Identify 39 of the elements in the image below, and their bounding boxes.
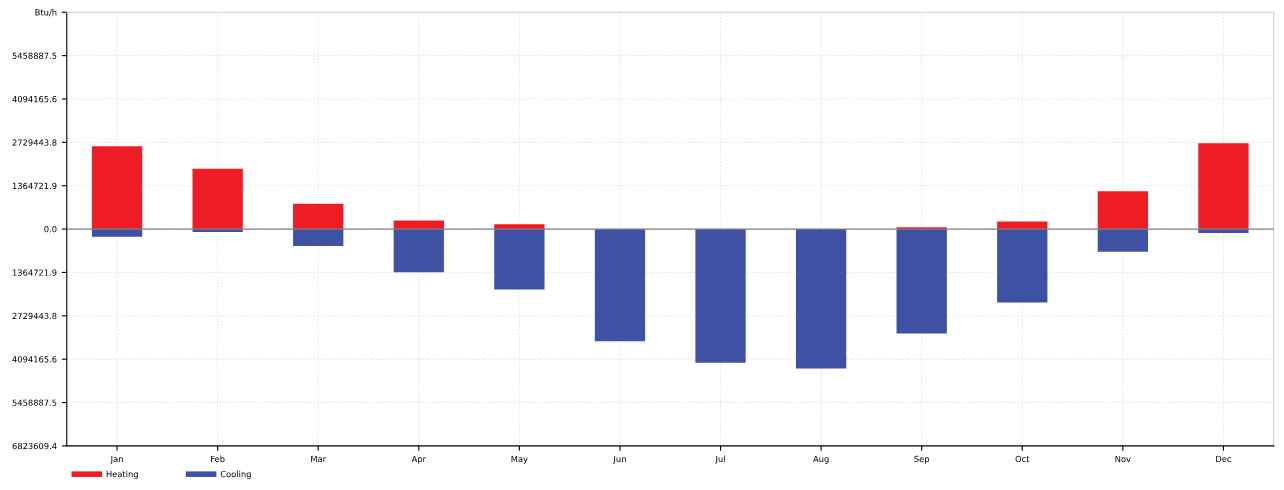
y-tick-label: 6823609.4: [12, 442, 57, 450]
bar: [695, 229, 746, 363]
y-tick-label: 4094165.6: [12, 95, 57, 103]
legend-label: Cooling: [220, 470, 251, 479]
y-tick-label: 5458887.5: [12, 52, 57, 59]
y-tick-label: 0.0: [44, 226, 57, 233]
bar: [293, 229, 344, 246]
y-tick-label: 1364721.9: [12, 269, 57, 276]
x-tick-label: Jun: [613, 455, 626, 464]
x-tick-label: Dec: [1216, 455, 1231, 463]
bar: [494, 229, 545, 290]
x-tick-label: Aug: [813, 455, 829, 464]
x-tick-label: Oct: [1015, 455, 1030, 463]
x-tick-label: Sep: [914, 455, 930, 464]
bar: [91, 146, 143, 230]
y-tick-label: 2729443.8: [12, 139, 57, 146]
x-tick-label: Jul: [715, 455, 725, 464]
y-tick-label: 5458887.5: [12, 399, 57, 406]
y-tick-label: 1364721.9: [12, 182, 57, 189]
bar: [795, 229, 847, 369]
x-tick-label: Mar: [311, 455, 327, 463]
legend-label: Heating: [106, 470, 138, 479]
bar: [393, 229, 444, 273]
bar: [1198, 143, 1249, 230]
x-tick-label: Apr: [411, 455, 427, 464]
bar: [293, 203, 344, 230]
bar: [997, 229, 1048, 303]
y-tick-label: 4094165.6: [12, 356, 57, 363]
bar: [594, 229, 646, 342]
x-tick-label: Nov: [1115, 455, 1131, 463]
x-tick-label: May: [511, 455, 528, 464]
bar: [1097, 191, 1148, 230]
y-tick-label: Btu/h: [35, 9, 57, 17]
y-tick-label: 2729443.8: [12, 312, 57, 320]
x-tick-label: Feb: [211, 455, 225, 463]
x-tick-label: Jan: [110, 455, 123, 464]
bar: [1097, 229, 1148, 252]
bar: [896, 229, 947, 334]
bar: [192, 168, 243, 230]
